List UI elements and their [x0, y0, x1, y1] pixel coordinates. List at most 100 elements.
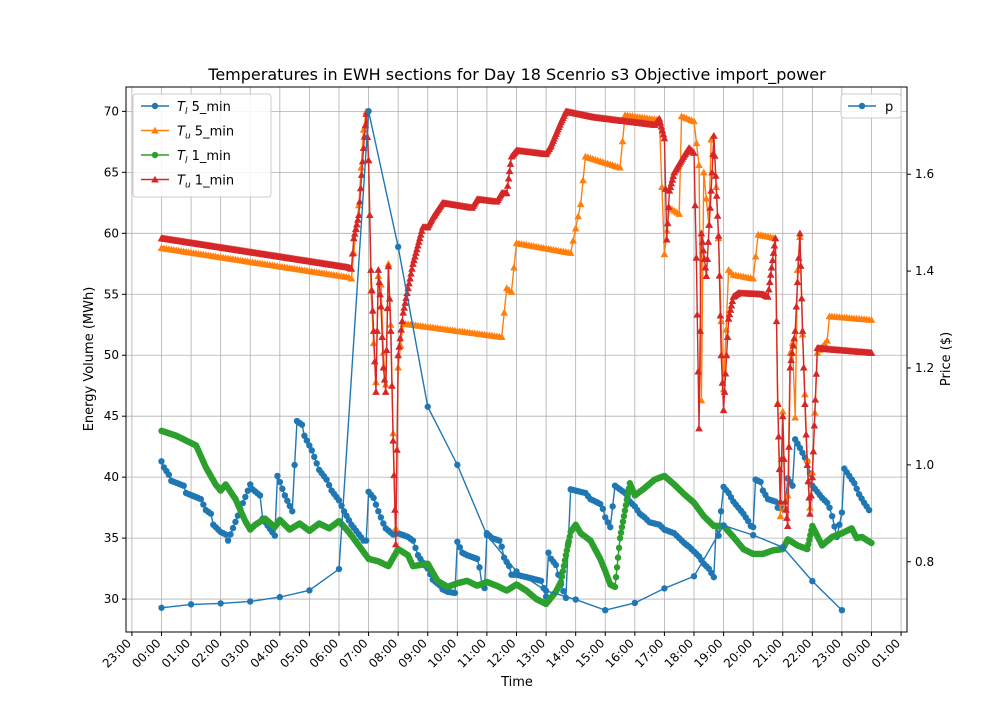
legend-label: Tl 5_min	[177, 100, 231, 117]
tu1-point	[796, 229, 804, 237]
tu1-point	[347, 264, 356, 272]
tu5-point	[791, 413, 799, 421]
tu1-point	[415, 234, 424, 242]
tl5-point	[242, 493, 249, 501]
tl5-point	[796, 444, 804, 452]
tl5-point	[552, 561, 560, 569]
tl5-point	[380, 520, 387, 527]
tu1-point	[798, 327, 807, 334]
price-point	[690, 573, 698, 580]
tu1-point	[386, 327, 395, 334]
tu1-point	[505, 167, 514, 175]
tl5-point	[710, 573, 718, 581]
tu5-point	[692, 139, 701, 147]
price-point	[306, 587, 313, 594]
tl5-point	[476, 564, 483, 571]
y-tick-label: 45	[104, 409, 119, 423]
tu1-point	[375, 278, 384, 286]
tl5-point	[412, 544, 419, 552]
tu1-point	[368, 286, 376, 294]
tu1-point	[812, 369, 821, 377]
y-tick-label: 65	[104, 165, 119, 179]
tu1-point	[663, 219, 672, 227]
tu1-point	[413, 245, 421, 253]
tl5-point	[597, 500, 604, 508]
price-point	[542, 587, 550, 595]
tu5-point	[751, 252, 760, 260]
tl5-point	[604, 519, 611, 526]
tu1-point	[711, 171, 720, 179]
tu1-point	[401, 299, 409, 306]
tu1-point	[374, 266, 383, 273]
tl5-point	[279, 485, 286, 492]
tl5-point	[545, 549, 552, 556]
tu1-point	[660, 134, 669, 142]
legend-label: Tu 1_min	[177, 174, 234, 191]
tu5-point	[749, 274, 757, 282]
tl5-point	[789, 482, 796, 489]
tl5-point	[363, 537, 370, 544]
tu1-point	[799, 363, 808, 371]
tu1-point	[400, 303, 408, 311]
tu1-point	[806, 509, 814, 517]
tu5-point	[507, 288, 516, 295]
tu1-point	[705, 220, 714, 228]
tl5-point	[306, 442, 313, 449]
tu1-point	[713, 211, 722, 219]
tl1-point	[560, 562, 568, 570]
tu1-point	[657, 122, 666, 130]
chart-title: Temperatures in EWH sections for Day 18 …	[207, 65, 826, 85]
tu1-point	[417, 227, 426, 234]
tu1-point	[728, 297, 737, 305]
tu5-point	[660, 250, 669, 258]
price-point	[779, 544, 786, 551]
tu1-point	[415, 238, 423, 245]
tu1-point	[658, 126, 667, 134]
tu1-point	[355, 197, 364, 205]
tl1-point	[557, 578, 565, 586]
tu1-point	[788, 348, 796, 356]
tl5-point	[375, 508, 382, 515]
tu1-point	[348, 249, 357, 257]
tu1-point	[656, 118, 665, 126]
tu1-point	[770, 241, 779, 249]
tu1-point	[693, 310, 702, 318]
tl5-point	[308, 447, 315, 454]
tu5-point	[776, 512, 785, 520]
tu1-point	[696, 327, 705, 334]
tu1-point	[381, 388, 390, 395]
tl5-point	[451, 589, 459, 597]
tu1-point	[781, 497, 789, 505]
tu1-point	[416, 230, 425, 238]
tl5-point	[473, 555, 481, 563]
series-tu-1min	[157, 107, 876, 548]
tu1-point	[703, 255, 712, 262]
tu1-point	[394, 351, 402, 359]
tu1-point	[722, 351, 731, 359]
tu5-point	[702, 194, 711, 202]
tu1-point	[372, 388, 380, 395]
tu1-point	[659, 130, 668, 138]
tu1-point	[714, 231, 723, 239]
tl5-point	[289, 508, 296, 515]
tu5-point	[675, 210, 684, 217]
tu1-point	[396, 334, 404, 342]
tu1-point	[390, 471, 398, 479]
tu1-point	[370, 357, 379, 365]
price-point	[720, 522, 727, 529]
tl5-point	[537, 577, 545, 584]
tl5-point	[276, 478, 284, 486]
tu1-point	[373, 327, 381, 334]
tu1-point	[697, 229, 706, 237]
tu1-point	[695, 424, 703, 432]
tu1-point	[803, 461, 812, 469]
tl5-point	[247, 481, 254, 488]
tu1-point	[698, 238, 707, 245]
tl5-point	[831, 523, 838, 530]
tl5-point	[823, 499, 831, 506]
tu5-point	[867, 316, 876, 323]
tu1-point	[407, 269, 415, 277]
tu1-point	[706, 203, 715, 211]
tu1-point	[707, 186, 715, 194]
tl5-point	[281, 492, 289, 499]
